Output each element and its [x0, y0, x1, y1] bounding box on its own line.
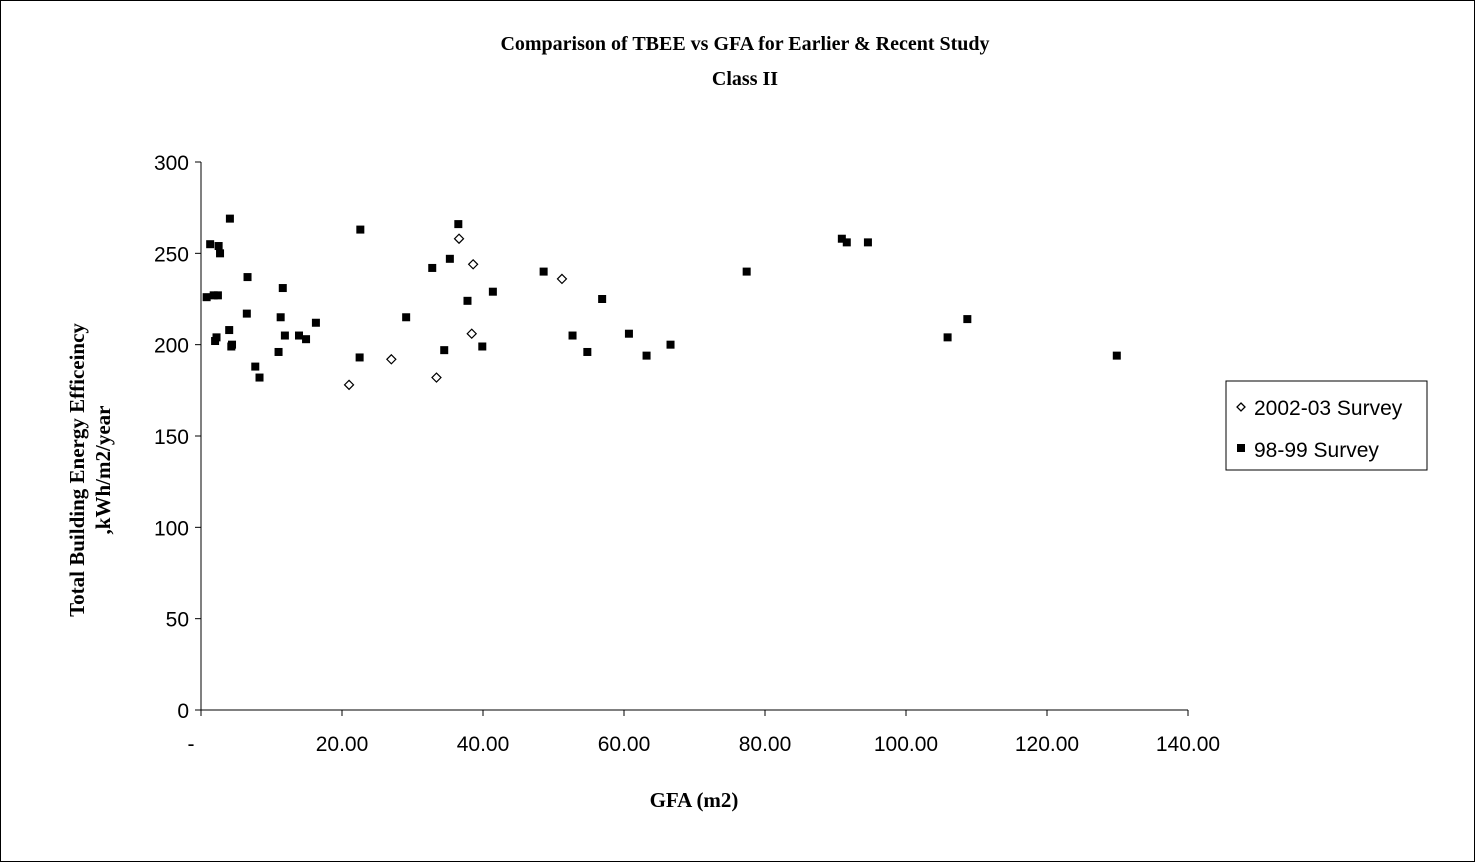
point-98-99 [311, 318, 320, 327]
y-tick-label: 0 [177, 700, 189, 723]
point-98-99 [539, 267, 548, 276]
legend-label-2002-03: 2002-03 Survey [1254, 397, 1403, 420]
point-98-99 [666, 340, 675, 349]
point-98-99 [302, 335, 311, 344]
point-2002-03 [386, 353, 397, 365]
x-tick-label: 80.00 [739, 733, 792, 756]
x-tick-label: 40.00 [457, 733, 510, 756]
legend-square-marker [1237, 444, 1245, 452]
y-tick-label: 300 [154, 152, 189, 175]
point-98-99 [842, 238, 851, 247]
legend-box [1225, 380, 1428, 471]
point-98-99 [402, 313, 411, 322]
x-tick-label: 60.00 [598, 733, 651, 756]
point-98-99 [463, 296, 472, 305]
y-tick-label: 250 [154, 243, 189, 266]
point-98-99 [225, 214, 234, 223]
data-points [202, 214, 1121, 391]
point-98-99 [206, 240, 215, 249]
x-tick-label: - [188, 733, 195, 756]
point-98-99 [583, 347, 592, 356]
point-98-99 [242, 309, 251, 318]
point-98-99 [863, 238, 872, 247]
point-98-99 [213, 291, 222, 300]
point-98-99 [294, 331, 303, 340]
y-tick-label: 100 [154, 517, 189, 540]
point-98-99 [280, 331, 289, 340]
point-98-99 [216, 249, 225, 258]
point-98-99 [214, 242, 223, 251]
x-axis-title: GFA (m2) [650, 788, 739, 812]
point-98-99 [943, 333, 952, 342]
y-axis-title-line1: Total Building Energy Efficeincy [65, 323, 89, 617]
point-98-99 [428, 263, 437, 272]
point-2002-03 [556, 273, 568, 285]
legend-diamond-marker [1236, 402, 1246, 412]
point-98-99 [598, 295, 607, 303]
axes [195, 161, 1189, 716]
chart-subtitle: Class II [712, 68, 778, 90]
point-98-99 [445, 254, 454, 263]
point-98-99 [963, 315, 972, 324]
point-98-99 [278, 284, 287, 293]
point-98-99 [209, 291, 218, 300]
x-tick-label: 120.00 [1015, 733, 1079, 756]
point-98-99 [274, 347, 283, 356]
point-98-99 [255, 373, 264, 382]
y-tick-label: 50 [166, 609, 189, 632]
y-axis-title-line2: ,kWh/m2/year [91, 406, 115, 535]
point-2002-03 [467, 258, 479, 270]
point-98-99 [243, 273, 252, 282]
point-98-99 [440, 346, 449, 355]
point-98-99 [356, 225, 365, 234]
point-2002-03 [466, 328, 478, 340]
point-98-99 [225, 326, 234, 335]
point-98-99 [837, 234, 846, 243]
point-98-99 [478, 342, 487, 351]
point-98-99 [355, 353, 364, 362]
point-98-99 [488, 287, 497, 296]
point-2002-03 [431, 372, 442, 383]
point-98-99 [742, 267, 751, 276]
x-tick-label: 20.00 [316, 733, 369, 756]
point-98-99 [624, 329, 633, 338]
point-98-99 [202, 293, 211, 302]
point-2002-03 [343, 379, 355, 391]
y-tick-label: 150 [154, 426, 189, 449]
tick-labels: 0 50 100 150 200 250 300 - 20.00 40.00 60.00 80.00 1… [154, 152, 1220, 756]
point-98-99 [228, 340, 237, 349]
point-98-99 [276, 313, 285, 322]
point-98-99 [251, 362, 260, 371]
x-tick-label: 100.00 [874, 733, 938, 756]
legend-label-98-99: 98-99 Survey [1254, 439, 1379, 462]
y-axis-title: Total Building Energy Efficeincy ,kWh/m2… [65, 323, 115, 617]
point-98-99 [568, 331, 577, 340]
point-98-99 [1112, 351, 1121, 360]
x-tick-label: 140.00 [1156, 733, 1220, 756]
point-2002-03 [453, 233, 465, 245]
y-tick-label: 200 [154, 335, 189, 358]
chart-title: Comparison of TBEE vs GFA for Earlier & … [500, 33, 989, 55]
point-98-99 [454, 220, 463, 229]
point-98-99 [642, 351, 651, 360]
point-98-99 [212, 333, 221, 342]
legend: 2002-03 Survey 98-99 Survey [1225, 380, 1428, 471]
